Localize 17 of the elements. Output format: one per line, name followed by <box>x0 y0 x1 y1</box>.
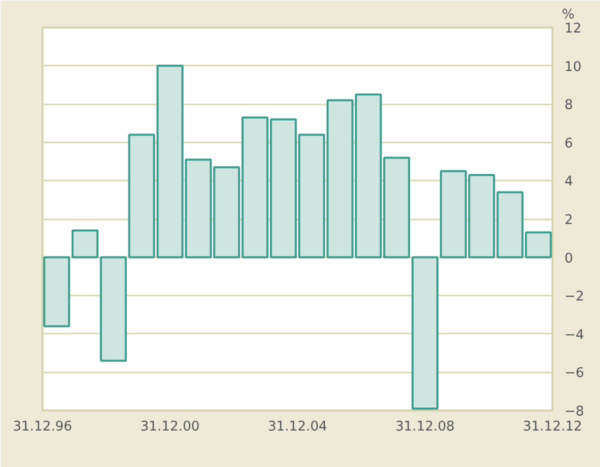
x-tick-label: 31.12.96 <box>12 420 72 434</box>
x-tick-label: 31.12.12 <box>522 420 582 434</box>
y-tick-label: 4 <box>564 174 573 190</box>
y-tick-label: 0 <box>564 251 573 266</box>
y-tick-label: 8 <box>564 98 573 114</box>
y-tick-label: 10 <box>564 60 582 75</box>
x-tick-label: 31.12.04 <box>268 420 328 434</box>
y-tick-label: 6 <box>564 136 573 152</box>
x-tick-label: 31.12.08 <box>395 420 455 434</box>
y-tick-label: 2 <box>564 213 573 228</box>
x-tick-label: 31.12.00 <box>140 420 200 434</box>
y-tick-label: 12 <box>564 22 582 36</box>
y-axis-title: % <box>562 8 575 22</box>
y-tick-label: −4 <box>564 328 584 343</box>
y-tick-label: −2 <box>564 290 584 305</box>
y-tick-label: −8 <box>564 404 584 420</box>
y-tick-label: −6 <box>564 366 584 382</box>
